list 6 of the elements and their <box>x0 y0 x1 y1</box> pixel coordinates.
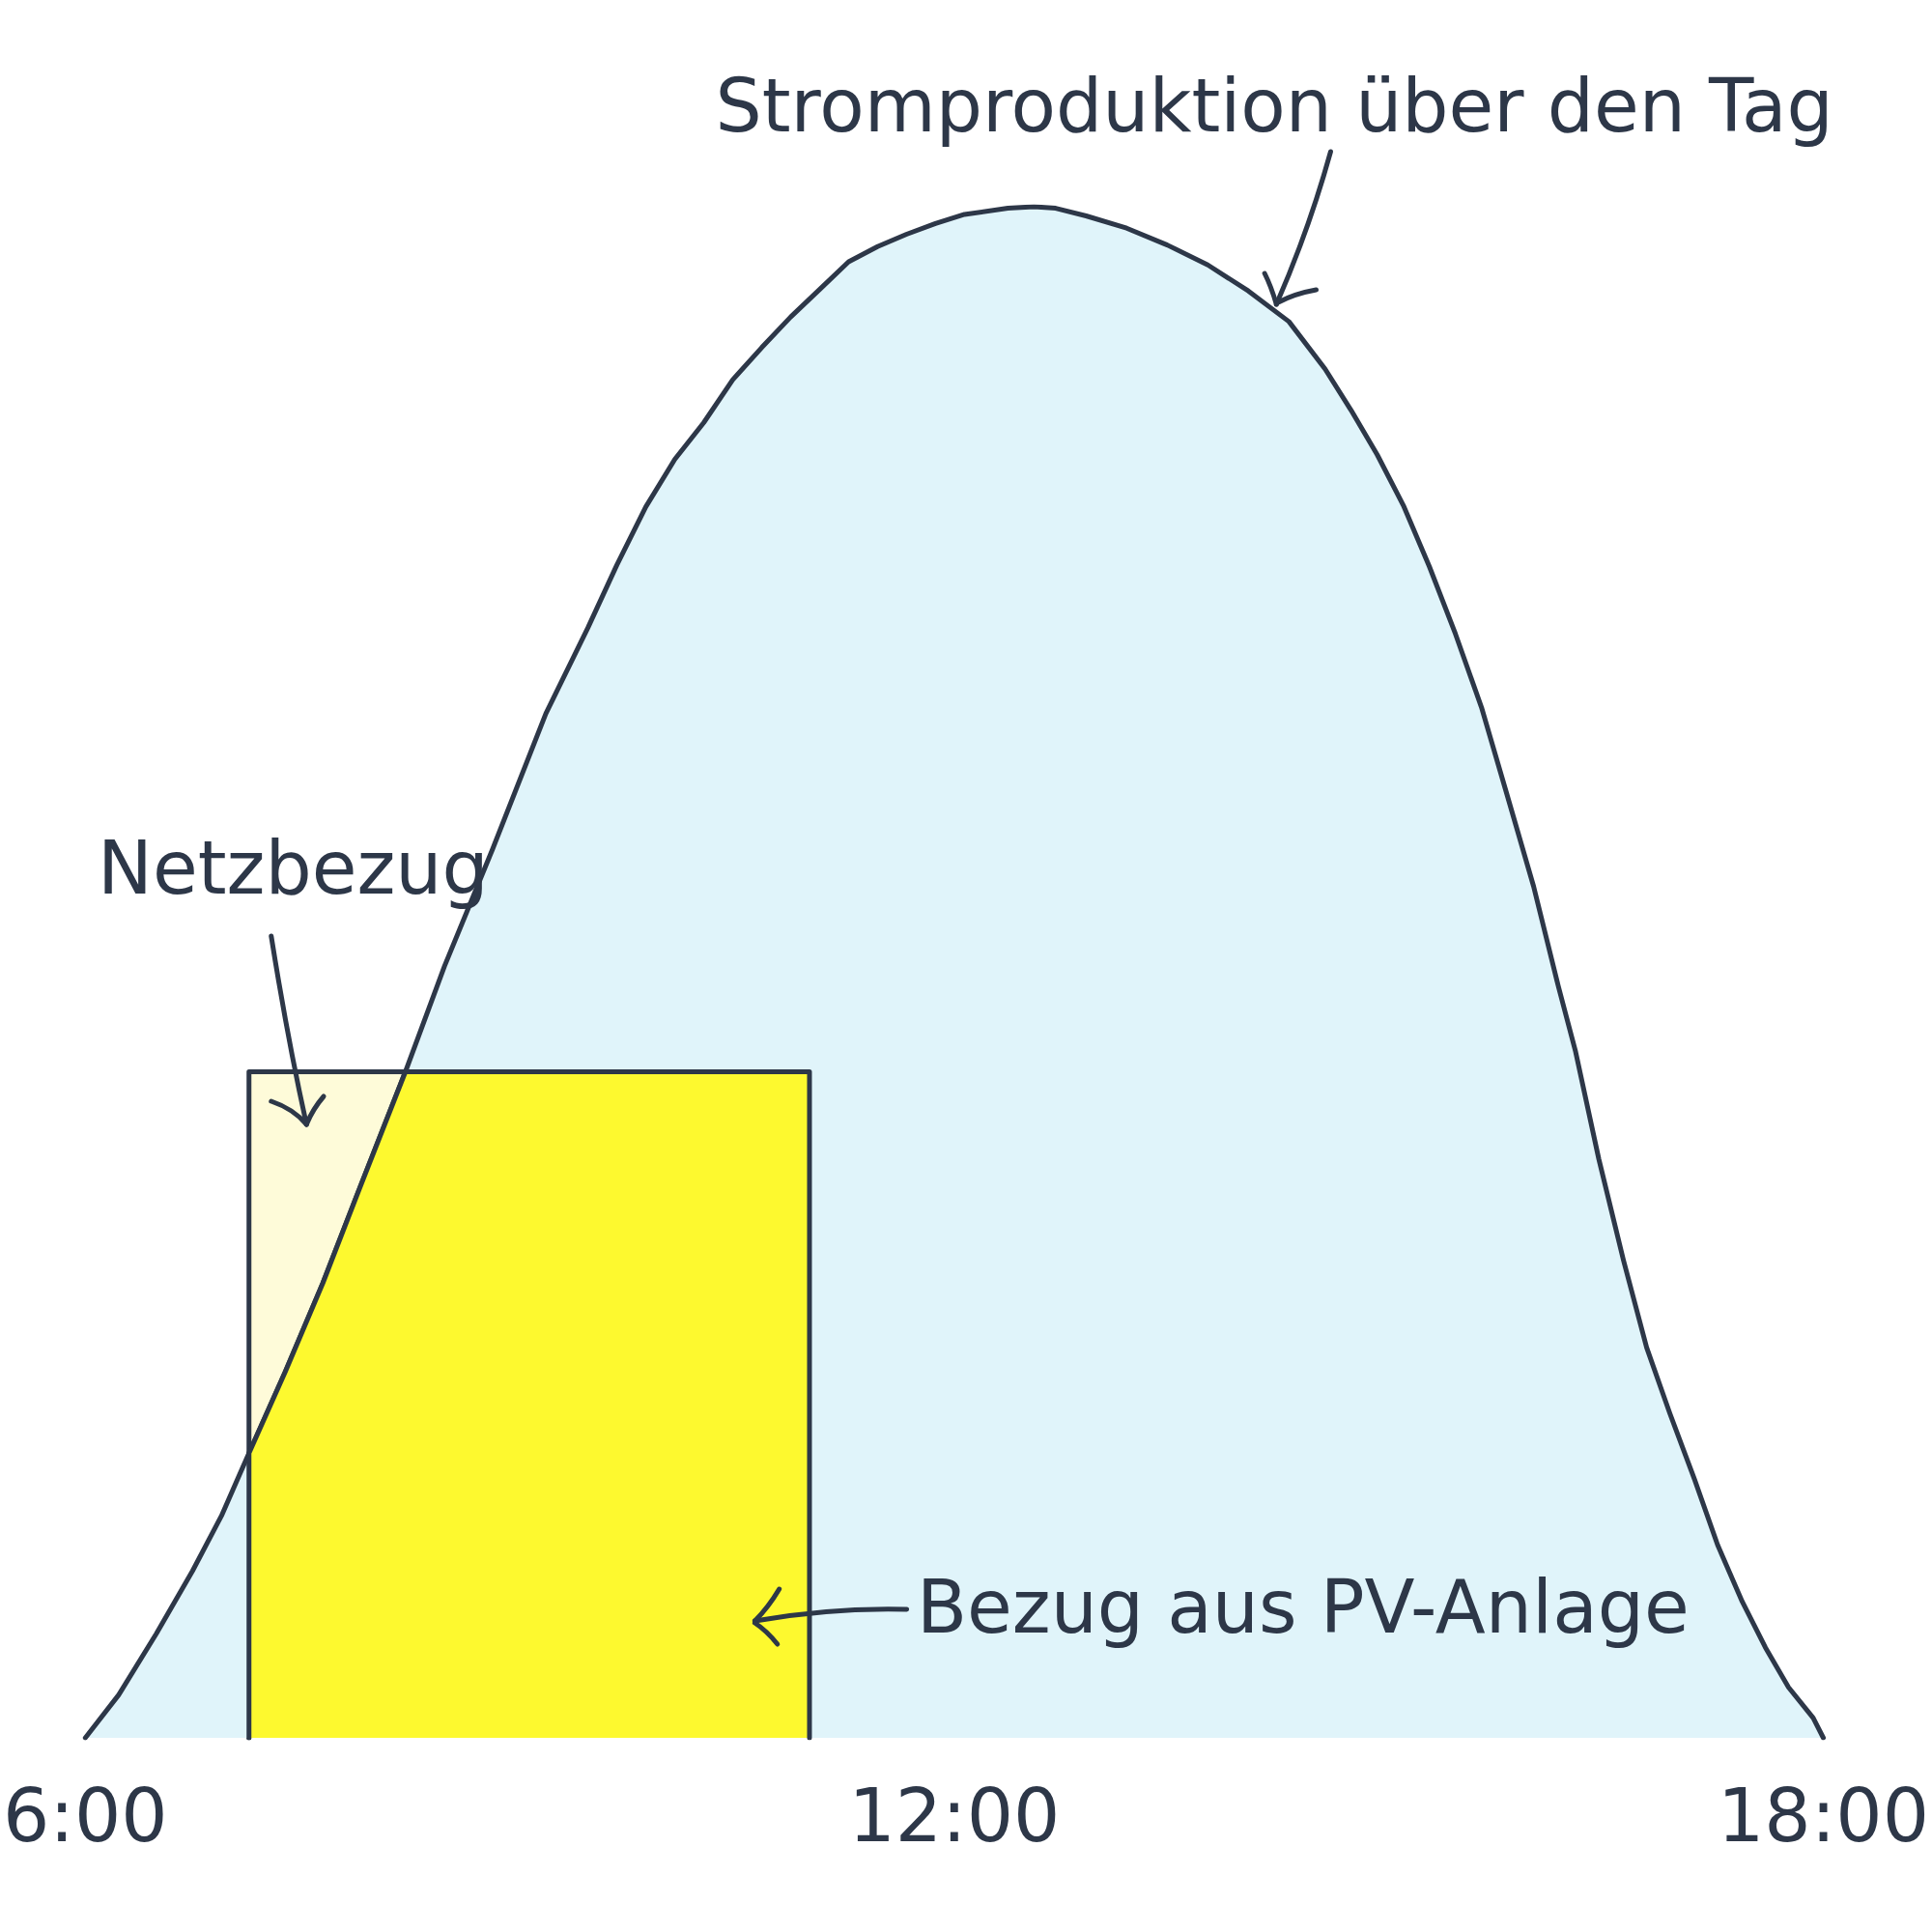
x-tick-label: 6:00 <box>3 1772 168 1859</box>
text: Stromproduktion über den Tag <box>715 63 1833 149</box>
legend-label: Bezug aus PV-Anlage <box>916 1564 1690 1650</box>
x-tick-label: 12:00 <box>848 1772 1061 1859</box>
x-tick-label: 18:00 <box>1717 1772 1930 1859</box>
text: Netzbezug <box>98 825 489 911</box>
